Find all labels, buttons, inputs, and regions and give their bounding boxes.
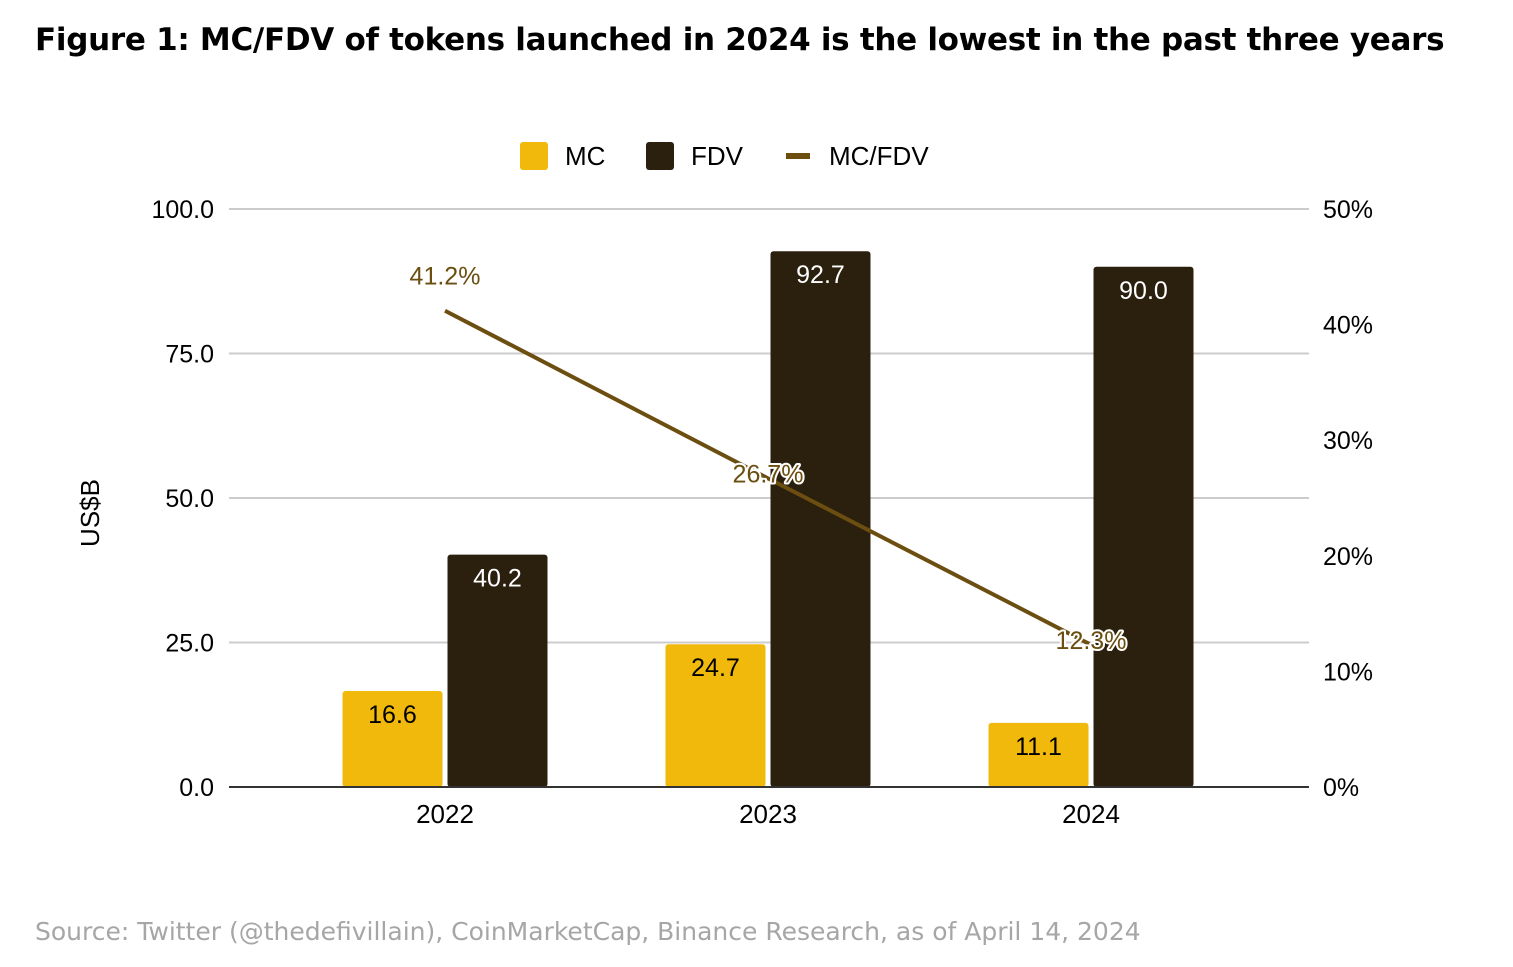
source-note: Source: Twitter (@thedefivillain), CoinM… (35, 917, 1141, 946)
ratio-data-label: 26.7% (733, 460, 804, 488)
right-tick-label: 40% (1323, 312, 1373, 340)
right-tick-label: 20% (1323, 543, 1373, 571)
left-tick-label: 25.0 (165, 630, 214, 658)
bar-mc-2022 (342, 691, 443, 787)
legend-swatch-mc (520, 142, 548, 170)
ratio-line-path (444, 308, 1092, 647)
data-label-mc: 24.7 (691, 654, 740, 682)
x-axis: 2022 2023 2024 (229, 786, 1309, 829)
bar-mc-2024 (988, 722, 1089, 787)
legend: MC FDV MC/FDV (520, 141, 929, 171)
legend-swatch-mc-fdv (786, 153, 810, 159)
data-label-mc: 11.1 (1015, 733, 1062, 761)
ratio-line: 41.2% 26.7% 12.3% (408, 261, 1129, 657)
legend-label: FDV (691, 141, 744, 171)
legend-label: MC (565, 141, 605, 171)
y-axis-title: US$B (75, 479, 105, 547)
right-y-axis: 0% 10% 20% 30% 40% 50% (1323, 196, 1373, 802)
ratio-data-label: 12.3% (1056, 627, 1127, 655)
x-tick-label: 2023 (739, 799, 797, 829)
bar-fdv-2024 (1093, 266, 1194, 787)
left-tick-label: 75.0 (165, 341, 214, 369)
bar-fdv-2023 (770, 251, 871, 788)
bar-fdv-2022 (447, 554, 548, 787)
chart-canvas: 0.0 25.0 50.0 75.0 100.0 0% 10% 20% 30% 40% 50% 1… (75, 141, 1373, 829)
legend-label: MC/FDV (829, 141, 929, 171)
x-tick-label: 2022 (416, 799, 474, 829)
data-label-fdv: 90.0 (1119, 277, 1168, 305)
bar-mc-2023 (665, 644, 766, 787)
data-label-mc: 16.6 (368, 701, 417, 729)
data-label-fdv: 92.7 (796, 261, 845, 289)
data-label-fdv: 40.2 (473, 565, 522, 593)
bars: 16.6 24.7 11.1 40.2 92.7 90.0 (342, 251, 1194, 788)
right-tick-label: 10% (1323, 658, 1373, 686)
right-tick-label: 30% (1323, 427, 1373, 455)
right-tick-label: 0% (1323, 774, 1359, 802)
left-tick-label: 50.0 (165, 485, 214, 513)
left-y-axis: 0.0 25.0 50.0 75.0 100.0 (151, 196, 214, 802)
right-tick-label: 50% (1323, 196, 1373, 224)
x-tick-label: 2024 (1062, 799, 1120, 829)
chart-title: Figure 1: MC/FDV of tokens launched in 2… (35, 22, 1445, 58)
ratio-data-label: 41.2% (410, 263, 481, 291)
left-tick-label: 0.0 (179, 774, 214, 802)
legend-swatch-fdv (646, 142, 674, 170)
left-tick-label: 100.0 (151, 196, 214, 224)
